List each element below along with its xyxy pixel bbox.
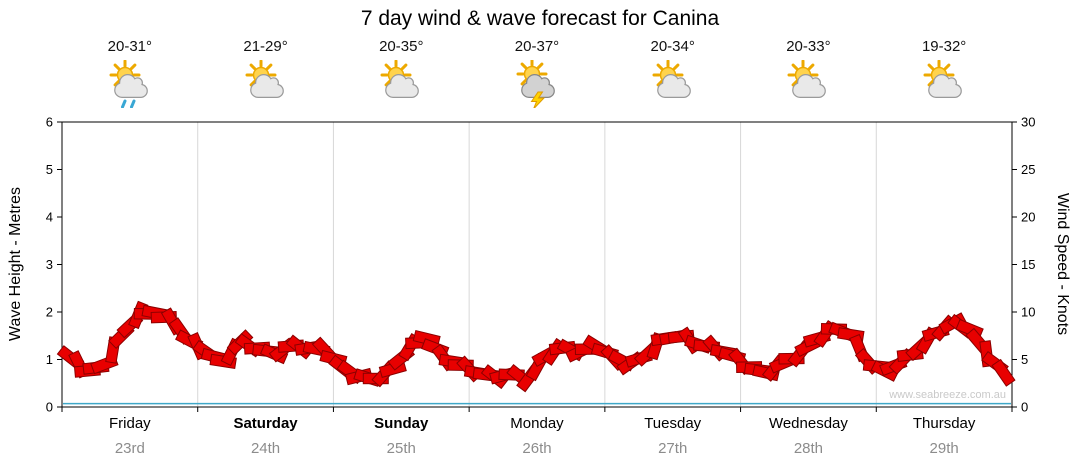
right-tick-label: 30 [1021,115,1035,130]
left-tick-label: 5 [46,162,53,177]
right-tick-label: 25 [1021,162,1035,177]
wind-barb [991,358,1016,387]
left-tick-label: 2 [46,305,53,320]
right-tick-label: 15 [1021,257,1035,272]
left-tick-label: 6 [46,115,53,130]
right-tick-label: 0 [1021,400,1028,415]
left-tick-label: 3 [46,257,53,272]
right-tick-label: 5 [1021,352,1028,367]
left-tick-label: 1 [46,352,53,367]
left-tick-label: 4 [46,210,53,225]
wind-barbs-layer [56,300,1016,393]
page-title: 7 day wind & wave forecast for Canina [360,7,720,30]
right-tick-label: 20 [1021,210,1035,225]
left-tick-label: 0 [46,400,53,415]
watermark: www.seabreeze.com.au [888,389,1006,401]
right-tick-label: 10 [1021,305,1035,320]
